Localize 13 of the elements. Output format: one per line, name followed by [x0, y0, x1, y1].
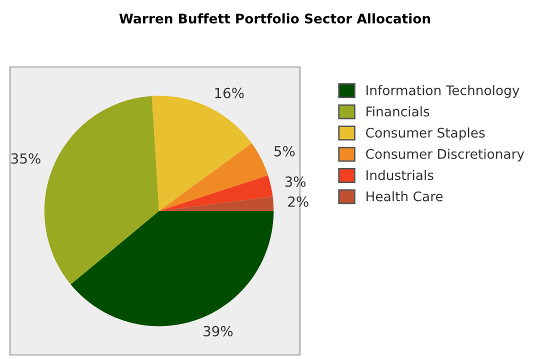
data-label: 39%: [204, 326, 233, 336]
data-label: 3%: [285, 176, 306, 187]
data-label: 35%: [11, 153, 40, 164]
data-label: 5%: [274, 146, 295, 156]
chart-title: Warren Buffett Portfolio Sector Allocation: [119, 13, 430, 24]
legend-label: Consumer Discretionary: [366, 148, 524, 162]
legend-label: Financials: [366, 106, 430, 116]
legend-label: Health Care: [366, 191, 443, 202]
data-label: 16%: [215, 88, 244, 98]
legend-label: Consumer Staples: [366, 127, 485, 140]
data-label: 2%: [288, 196, 308, 207]
legend-label: Information Technology: [366, 85, 520, 98]
legend-label: Industrials: [366, 170, 434, 180]
